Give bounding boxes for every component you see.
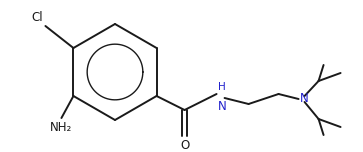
Text: H: H [217, 82, 225, 92]
Text: N: N [299, 93, 308, 105]
Text: Cl: Cl [32, 11, 44, 24]
Text: O: O [180, 139, 189, 152]
Text: NH₂: NH₂ [50, 121, 73, 134]
Text: N: N [217, 100, 226, 113]
